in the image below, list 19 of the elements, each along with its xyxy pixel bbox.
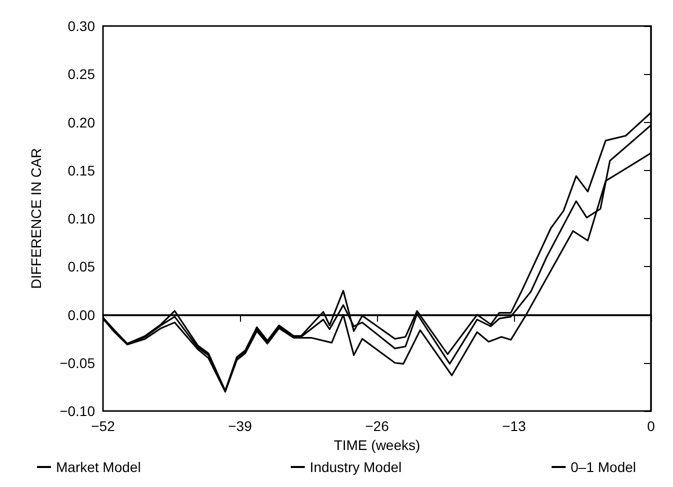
y-tick-label: 0.20 [68,114,96,130]
y-tick-label: 0.30 [68,18,96,34]
x-tick-label: −52 [91,418,116,434]
legend-label: Market Model [56,459,141,475]
x-tick-label: −39 [228,418,252,434]
y-tick-label: −0.05 [60,354,96,371]
x-tick-label: 0 [647,418,656,434]
x-axis-title: TIME (weeks) [334,436,420,453]
y-axis-title: DIFFERENCE IN CAR [28,148,44,289]
y-tick-label: 0.15 [68,162,96,178]
y-tick-label: 0.05 [68,258,96,275]
x-tick-label: −13 [502,418,526,434]
y-tick-label: 0.25 [68,66,96,82]
y-tick-label: 0.00 [68,306,96,323]
y-tick-label: 0.10 [68,210,96,226]
legend-label: 0–1 Model [570,459,636,475]
x-tick-label: −26 [365,418,390,434]
y-tick-label: −0.10 [60,403,96,419]
legend-label: Industry Model [310,459,402,475]
